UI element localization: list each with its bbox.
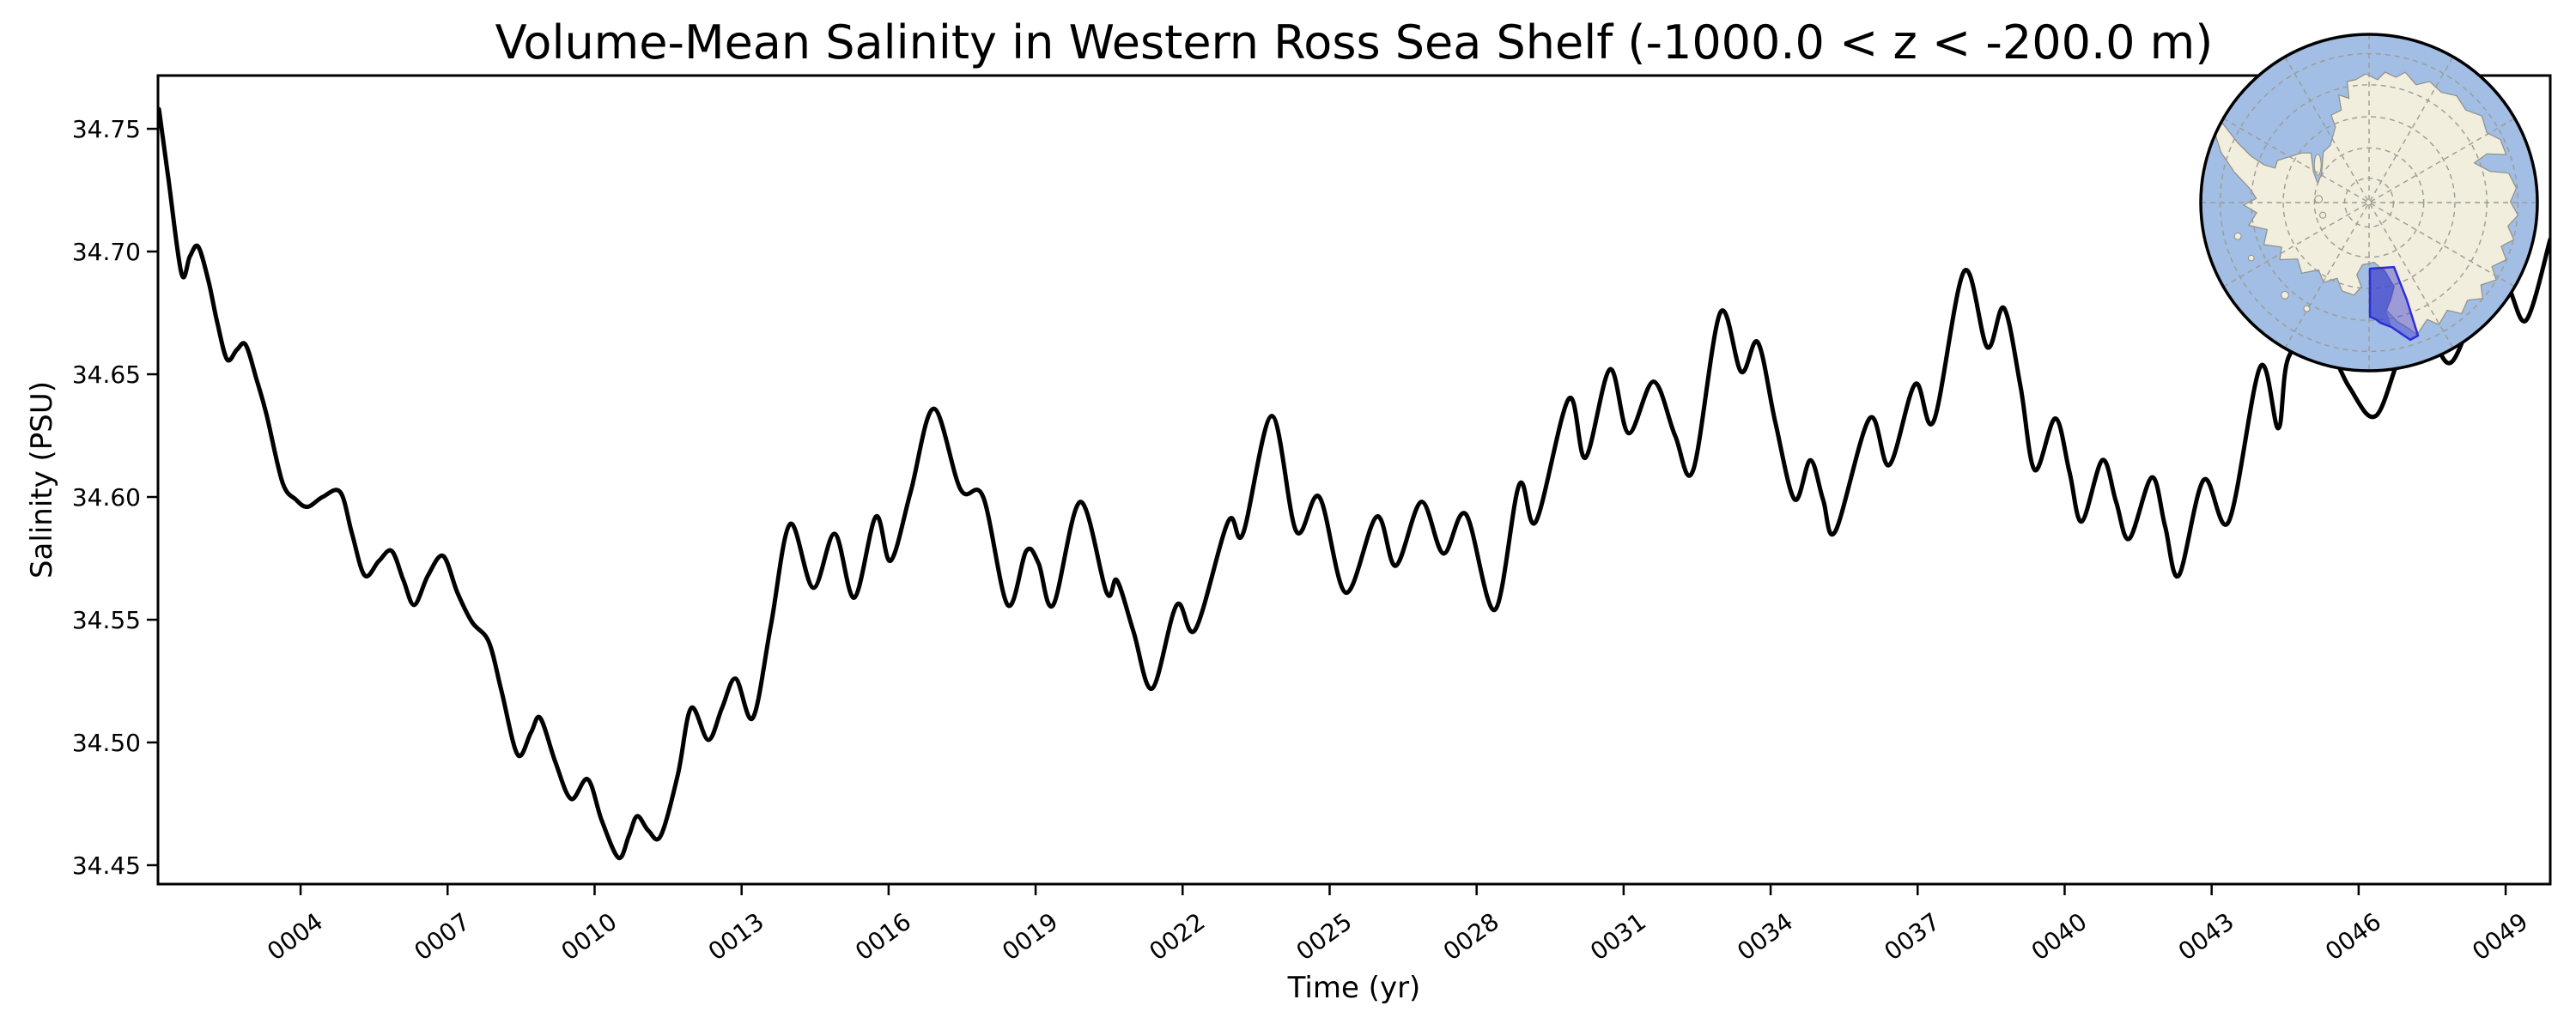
map-island (2314, 195, 2324, 203)
map-island (2233, 232, 2242, 240)
y-tick-label: 34.60 (72, 483, 141, 512)
y-tick-label: 34.65 (72, 360, 141, 389)
y-tick-label: 34.45 (72, 851, 141, 880)
x-tick-label: 0037 (1879, 907, 1945, 966)
x-tick-label: 0004 (262, 907, 328, 966)
map-island (2247, 254, 2255, 262)
x-tick-label: 0031 (1585, 907, 1651, 966)
y-tick-label: 34.55 (72, 606, 141, 634)
x-tick-label: 0016 (850, 907, 916, 966)
x-axis-label: Time (yr) (1287, 971, 1421, 1005)
plot-frame (156, 74, 2552, 886)
map-highlight-region-outline (2368, 265, 2420, 342)
x-tick-label: 0049 (2467, 907, 2533, 966)
map-border (2199, 33, 2539, 373)
x-tick-label: 0022 (1144, 907, 1210, 966)
antarctica-inset-map (2199, 33, 2539, 373)
salinity-line (158, 106, 2550, 860)
map-island (2313, 154, 2322, 176)
x-tick-label: 0019 (997, 907, 1063, 966)
x-tick-label: 0010 (556, 907, 623, 966)
x-tick-label: 0025 (1291, 907, 1358, 966)
chart-title: Volume-Mean Salinity in Western Ross Sea… (495, 15, 2214, 70)
map-highlight-region (2370, 267, 2418, 340)
x-tick-label: 0013 (703, 907, 769, 966)
x-tick-label: 0028 (1438, 907, 1504, 966)
y-tick-label: 34.50 (72, 729, 141, 757)
x-tick-label: 0040 (2026, 907, 2093, 966)
map-island (2281, 290, 2289, 300)
salinity-series-path (158, 106, 2550, 860)
x-tick-label: 0007 (409, 907, 475, 966)
map-land (2213, 71, 2519, 336)
axes: 34.45 34.50 34.55 34.60 34.65 34.70 34.75 0004 0… (72, 74, 2552, 966)
x-tick-label: 0046 (2320, 907, 2386, 966)
x-tick-label: 0043 (2173, 907, 2239, 966)
y-tick-label: 34.75 (72, 115, 141, 143)
map-island (2319, 211, 2327, 219)
map-highlight-region-ocean-part (2370, 268, 2395, 327)
x-tick-label: 0034 (1732, 907, 1798, 966)
y-tick-label: 34.70 (72, 238, 141, 266)
y-axis-label: Salinity (PSU) (25, 381, 59, 579)
